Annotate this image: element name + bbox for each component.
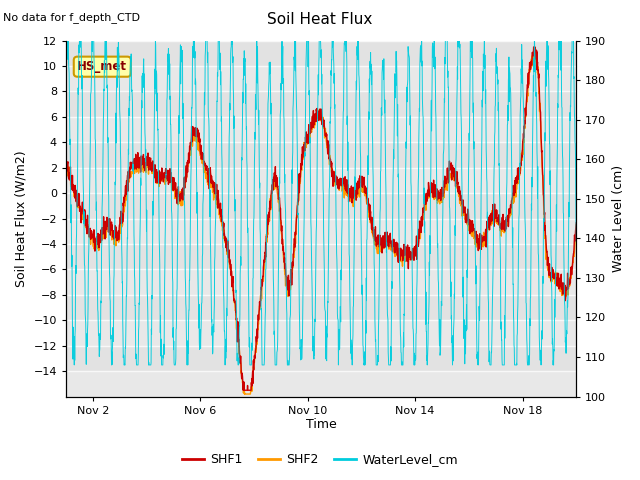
Bar (66, 269, 576, 295)
Bar (66, 66, 576, 92)
Y-axis label: Soil Heat Flux (W/m2): Soil Heat Flux (W/m2) (15, 150, 28, 287)
Bar (66, 244, 576, 269)
Text: No data for f_depth_CTD: No data for f_depth_CTD (3, 12, 140, 23)
Bar (66, 193, 576, 218)
Bar (66, 346, 576, 371)
Bar (66, 41, 576, 66)
Text: Soil Heat Flux: Soil Heat Flux (268, 12, 372, 27)
Bar (66, 295, 576, 320)
Bar (66, 320, 576, 346)
Y-axis label: Water Level (cm): Water Level (cm) (612, 165, 625, 272)
Bar (66, 117, 576, 142)
Bar (66, 92, 576, 117)
Bar (66, 168, 576, 193)
Bar (66, 142, 576, 168)
Text: HS_met: HS_met (77, 60, 127, 73)
Bar (66, 218, 576, 244)
Legend: SHF1, SHF2, WaterLevel_cm: SHF1, SHF2, WaterLevel_cm (177, 448, 463, 471)
X-axis label: Time: Time (306, 419, 337, 432)
